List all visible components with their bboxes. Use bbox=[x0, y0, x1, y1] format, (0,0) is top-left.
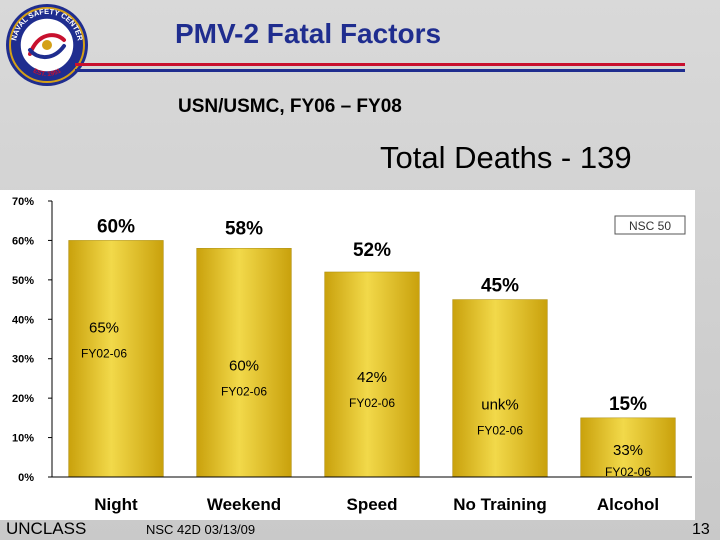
comparison-period-label: FY02-06 bbox=[81, 346, 127, 360]
bars bbox=[68, 240, 676, 478]
value-label: 52% bbox=[353, 240, 391, 261]
bar-labels: 60% 65% FY02-06 58% 60% FY02-06 52% 42% FY02-06 4… bbox=[81, 216, 651, 478]
y-tick-label: 60% bbox=[12, 235, 34, 247]
svg-text:EST. 1951: EST. 1951 bbox=[32, 67, 63, 78]
y-axis: 0% 10% 20% 30% 40% 50% 60% 70% bbox=[12, 196, 53, 484]
y-tick-label: 0% bbox=[18, 472, 34, 484]
y-tick-label: 30% bbox=[12, 354, 34, 366]
comparison-period-label: FY02-06 bbox=[221, 384, 267, 398]
bar-weekend bbox=[196, 248, 292, 478]
bar-alcohol bbox=[580, 417, 676, 478]
value-label: 60% bbox=[97, 216, 135, 237]
comparison-value-label: 65% bbox=[89, 319, 119, 336]
page-number: 13 bbox=[692, 521, 710, 538]
comparison-period-label: FY02-06 bbox=[605, 465, 651, 479]
comparison-value-label: unk% bbox=[481, 397, 519, 414]
footer-source: NSC 42D 03/13/09 bbox=[146, 522, 256, 537]
title-rule-red bbox=[75, 63, 685, 66]
annotation-nsc50: NSC 50 bbox=[629, 219, 671, 233]
y-tick-label: 10% bbox=[12, 433, 34, 445]
comparison-period-label: FY02-06 bbox=[349, 396, 395, 410]
value-label: 45% bbox=[481, 276, 519, 297]
comparison-value-label: 33% bbox=[613, 442, 643, 459]
y-tick-label: 40% bbox=[12, 314, 34, 326]
slide-title: PMV-2 Fatal Factors bbox=[175, 18, 442, 49]
annotation-box: NSC 50 bbox=[614, 215, 686, 235]
seal-text-bottom: EST. 1951 bbox=[32, 67, 63, 78]
bar-no-training bbox=[452, 299, 548, 478]
value-label: 15% bbox=[609, 394, 647, 415]
x-category-label: Speed bbox=[346, 495, 397, 514]
y-tick-label: 70% bbox=[12, 196, 34, 208]
slide-subtitle: USN/USMC, FY06 – FY08 bbox=[178, 96, 402, 117]
x-category-label: Night bbox=[94, 495, 138, 514]
x-category-label: Alcohol bbox=[597, 495, 659, 514]
naval-safety-center-seal-icon: NAVAL SAFETY CENTER EST. 1951 bbox=[6, 4, 88, 86]
fatal-factors-bar-chart: 0% 10% 20% 30% 40% 50% 60% 70% 60% 65% FY02-06 58%… bbox=[0, 190, 695, 520]
comparison-value-label: 60% bbox=[229, 357, 259, 374]
x-category-label: Weekend bbox=[207, 495, 281, 514]
comparison-value-label: 42% bbox=[357, 369, 387, 386]
comparison-period-label: FY02-06 bbox=[477, 424, 523, 438]
y-tick-label: 50% bbox=[12, 275, 34, 287]
title-rule-blue bbox=[75, 69, 685, 72]
total-deaths-label: Total Deaths - 139 bbox=[380, 140, 632, 175]
classification-label: UNCLASS bbox=[6, 519, 87, 538]
x-axis: Night Weekend Speed No Training Alcohol bbox=[52, 476, 692, 514]
bar-speed bbox=[324, 271, 420, 478]
x-category-label: No Training bbox=[453, 495, 547, 514]
y-tick-label: 20% bbox=[12, 393, 34, 405]
value-label: 58% bbox=[225, 218, 263, 239]
